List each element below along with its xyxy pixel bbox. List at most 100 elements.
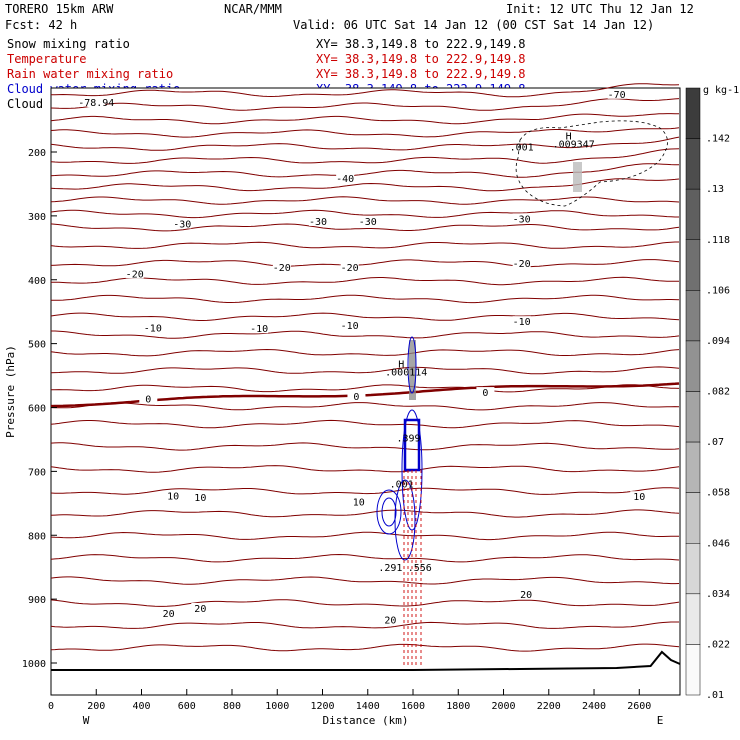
max-value: .001 — [510, 143, 534, 154]
temperature-contour — [51, 294, 680, 304]
x-tick-label: 0 — [48, 701, 54, 712]
field-name: Rain water mixing ratio — [7, 67, 173, 81]
x-tick-label: 800 — [223, 701, 241, 712]
contour-label: -10 — [250, 324, 268, 335]
max-value: .399 — [396, 433, 420, 444]
contour-label-bg — [191, 602, 210, 613]
contour-label: -78.94 — [78, 98, 114, 109]
colorbar-swatch — [685, 239, 701, 291]
max-value: .291 — [378, 563, 402, 574]
temperature-contour — [50, 531, 679, 541]
colorbar-label: .022 — [706, 639, 730, 650]
temperature-contour — [50, 599, 680, 607]
colorbar-swatch — [685, 543, 701, 595]
contour-label-bg — [607, 88, 626, 99]
colorbar-swatch — [685, 138, 701, 190]
init-time: Init: 12 UTC Thu 12 Jan 12 — [506, 2, 694, 16]
temperature-contour — [50, 241, 679, 249]
contour-label-bg — [308, 215, 327, 226]
org-title: NCAR/MMM — [224, 2, 282, 16]
x-tick-label: 1600 — [401, 701, 425, 712]
contour-label: -30 — [309, 217, 327, 228]
temperature-contour — [50, 643, 680, 652]
plot-area: -78.94 -70 -40 -30 -30 -30 -30 -20 -20 -20 -20 -10 -… — [50, 83, 681, 696]
field-xy: XY= 38.3,149.8 to 222.9,149.8 — [316, 52, 526, 66]
contour-label-bg — [191, 491, 210, 502]
field-xy: XY= 38.3,149.8 to 222.9,149.8 — [316, 37, 526, 51]
east-label: E — [657, 714, 664, 727]
colorbar-label: .094 — [706, 336, 730, 347]
contour-label-bg — [512, 258, 531, 269]
y-tick-label: 400 — [28, 276, 46, 287]
west-label: W — [83, 714, 90, 727]
y-tick-label: 600 — [28, 404, 46, 415]
contour-label-bg — [336, 173, 355, 184]
temperature-contour — [50, 348, 680, 357]
contour-label: 0 — [145, 394, 151, 405]
temperature-contour — [50, 442, 680, 451]
x-tick-label: 2600 — [627, 701, 651, 712]
temperature-contour — [50, 576, 680, 585]
temperature-contour — [50, 136, 680, 151]
contour-label: -20 — [126, 269, 144, 280]
temperature-contour — [50, 259, 680, 268]
temperature-contour — [50, 98, 680, 111]
contour-label: 0 — [482, 388, 488, 399]
colorbar-swatch — [685, 87, 701, 139]
contour-label-bg — [340, 320, 359, 331]
y-tick-label: 1000 — [22, 659, 46, 670]
contour-label: -20 — [273, 263, 291, 274]
contour-label: -40 — [336, 174, 354, 185]
x-tick-label: 1200 — [310, 701, 334, 712]
contour-label: -30 — [173, 219, 191, 230]
temperature-contour — [51, 330, 680, 339]
contour-label: -20 — [341, 263, 359, 274]
y-tick-label: 900 — [28, 595, 46, 606]
contour-label: -30 — [513, 214, 531, 225]
temperature-contour — [50, 402, 680, 411]
temperature-contour — [50, 487, 680, 495]
valid-time: Valid: 06 UTC Sat 14 Jan 12 (00 CST Sat … — [293, 18, 654, 32]
contour-label-bg — [272, 261, 291, 272]
temperature-contour — [50, 127, 680, 138]
contour-label: 10 — [194, 493, 206, 504]
temperature-contour — [50, 312, 680, 321]
colorbar-label: .01 — [706, 690, 724, 701]
colorbar-unit: g kg-1 — [703, 85, 739, 96]
cloud-water-contour — [407, 336, 417, 394]
colorbar-label: .082 — [706, 387, 730, 398]
temperature-contour — [50, 621, 679, 629]
x-tick-label: 2400 — [582, 701, 606, 712]
field-name: Snow mixing ratio — [7, 37, 130, 51]
x-tick-label: 2000 — [491, 701, 515, 712]
colorbar-swatch — [685, 340, 701, 392]
y-tick-label: 200 — [28, 148, 46, 159]
x-tick-label: 2200 — [537, 701, 561, 712]
temperature-contour — [50, 196, 680, 205]
temperature-contour — [50, 384, 680, 393]
max-marker: H — [566, 132, 572, 143]
contour-label-bg — [517, 588, 536, 599]
field-name: Temperature — [7, 52, 86, 66]
colorbar-swatch — [685, 391, 701, 443]
cloud-water-contour — [376, 489, 402, 535]
contour-label: 20 — [163, 609, 175, 620]
colorbar-label: .106 — [706, 285, 730, 296]
contour-label-bg — [347, 390, 366, 401]
colorbar-swatch — [685, 593, 701, 645]
contour-label: 20 — [384, 615, 396, 626]
contour-label: -10 — [144, 324, 162, 335]
contour-label-bg — [630, 491, 649, 502]
temperature-contour — [50, 113, 680, 125]
x-tick-label: 400 — [132, 701, 150, 712]
snow-shading — [573, 162, 582, 192]
cloud-ice-contour — [515, 120, 668, 207]
temperature-contour — [50, 83, 680, 98]
contour-label: 20 — [194, 604, 206, 615]
cloud-water-contour — [394, 479, 416, 561]
contour-label: 10 — [167, 492, 179, 503]
field-xy: XY= 38.3,149.8 to 222.9,149.8 — [316, 67, 526, 81]
max-value: .001 — [390, 479, 414, 490]
temperature-contour — [50, 553, 680, 563]
